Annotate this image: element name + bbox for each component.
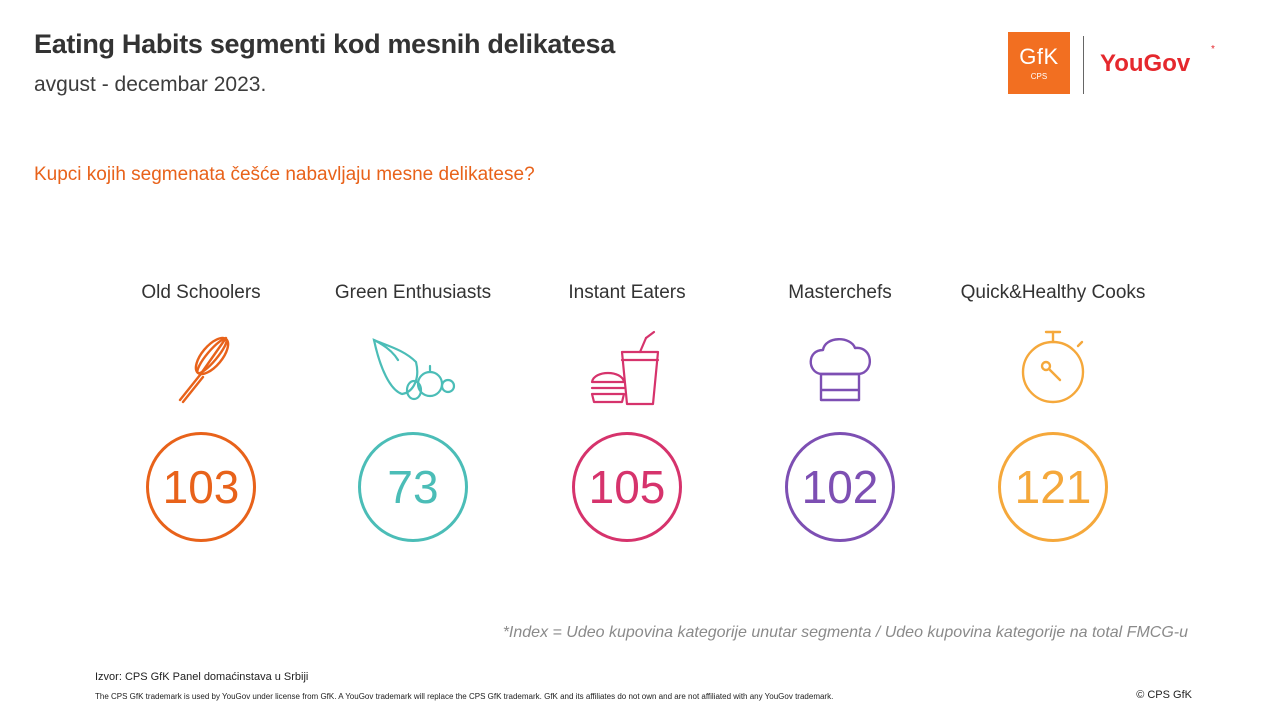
index-circle: 105: [572, 432, 682, 542]
segment-old-schoolers: Old Schoolers 103: [101, 282, 301, 542]
gfk-logo-text: GfK: [1019, 44, 1059, 69]
index-value: 102: [801, 461, 879, 513]
index-value: 121: [1014, 461, 1092, 513]
logo-divider: [1083, 36, 1084, 94]
segment-instant-eaters: Instant Eaters 105: [527, 282, 727, 542]
segment-label: Masterchefs: [788, 282, 892, 303]
fast-food-icon: [590, 330, 660, 406]
trademark-note: The CPS GfK trademark is used by YouGov …: [95, 692, 834, 701]
yougov-logo-mark: *: [1211, 44, 1215, 55]
index-value: 103: [162, 461, 240, 513]
segment-label: Instant Eaters: [568, 282, 686, 303]
whisk-icon: [178, 336, 230, 404]
source-note: Izvor: CPS GfK Panel domaćinstava u Srbi…: [95, 671, 309, 683]
segment-label: Old Schoolers: [141, 282, 261, 303]
index-value: 105: [588, 461, 666, 513]
index-circle: 121: [998, 432, 1108, 542]
index-footnote: *Index = Udeo kupovina kategorije unutar…: [502, 624, 1188, 641]
gfk-logo-subtext: CPS: [1030, 72, 1048, 81]
yougov-logo: YouGov: [1100, 50, 1191, 77]
page-subtitle: avgust - decembar 2023.: [34, 73, 267, 96]
index-value: 73: [387, 461, 439, 513]
segment-green-enthusiasts: Green Enthusiasts 73: [313, 282, 513, 542]
index-circle: 103: [146, 432, 256, 542]
stopwatch-icon: [1021, 330, 1085, 404]
logo-area: GfK CPS YouGov *: [1008, 32, 1223, 96]
page-title: Eating Habits segmenti kod mesnih delika…: [34, 29, 615, 59]
segment-label: Green Enthusiasts: [334, 282, 492, 303]
copyright-note: © CPS GfK: [1136, 689, 1192, 701]
gfk-logo: GfK CPS: [1008, 32, 1070, 94]
index-circle: 102: [785, 432, 895, 542]
section-question: Kupci kojih segmenata češće nabavljaju m…: [34, 164, 535, 185]
segment-quick-healthy-cooks: Quick&Healthy Cooks 121: [953, 282, 1153, 542]
segment-masterchefs: Masterchefs 102: [740, 282, 940, 542]
chef-hat-icon: [809, 338, 871, 402]
index-circle: 73: [358, 432, 468, 542]
segment-label: Quick&Healthy Cooks: [960, 282, 1146, 303]
cornucopia-icon: [372, 338, 456, 401]
